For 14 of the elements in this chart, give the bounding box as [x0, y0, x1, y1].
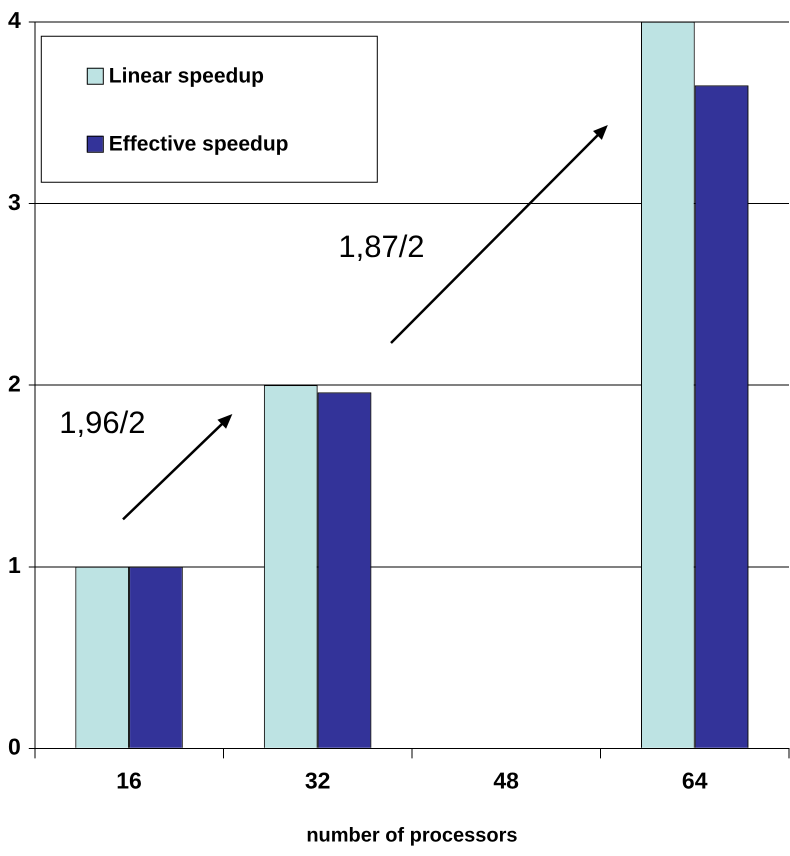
y-tick-label: 4: [8, 7, 21, 34]
x-tick-label: 64: [682, 768, 708, 794]
y-tick-label: 0: [8, 734, 21, 760]
x-tick-label: 32: [304, 768, 330, 794]
y-tick-label: 3: [8, 188, 21, 215]
x-tick-label: 48: [493, 768, 520, 794]
legend-label: Linear speedup: [108, 64, 264, 88]
x-axis-title: number of processors: [306, 824, 518, 847]
y-tick-label: 2: [8, 370, 21, 396]
annotation: 1,96/2: [59, 405, 146, 442]
annotation: 1,87/2: [338, 229, 425, 266]
legend-label: Effective speedup: [108, 132, 289, 156]
x-tick-label: 16: [116, 768, 142, 794]
y-tick-label: 1: [8, 552, 21, 578]
